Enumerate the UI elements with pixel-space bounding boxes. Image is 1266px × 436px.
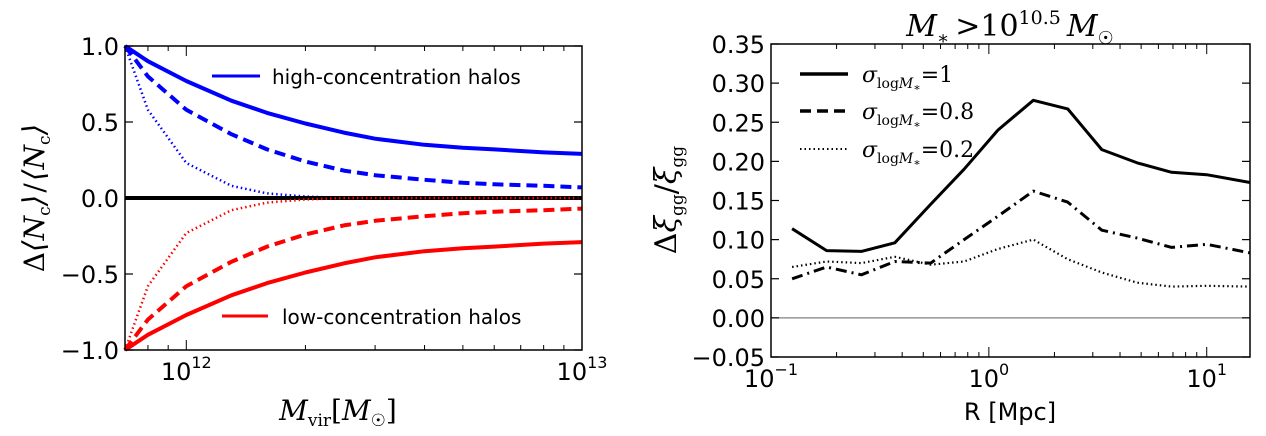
left-y-tick-label: 0.5 <box>81 109 119 137</box>
right-y-tick-label: 0.25 <box>712 109 765 137</box>
right-x-tick-label: 100 <box>968 360 1009 393</box>
right-y-ticks: −0.05 0.00 0.05 0.10 0.15 0.20 0.25 0.30 0.35 <box>691 31 1250 372</box>
right-y-tick-label: 0.00 <box>712 305 765 333</box>
legend-label-sigma-02: σlogM∗=0.2 <box>862 138 974 169</box>
right-chart-title: M∗ >1010.5 M☉ <box>905 7 1113 49</box>
right-y-tick-label: 0.20 <box>712 148 765 176</box>
xlabel-msun: M <box>341 394 372 427</box>
xlabel-lbracket: [ <box>331 394 342 427</box>
right-y-tick-label: 0.10 <box>712 227 765 255</box>
left-x-tick-label: 1013 <box>557 353 608 386</box>
left-y-tick-label: 0.0 <box>81 185 119 213</box>
legend-label-high: high-concentration halos <box>272 65 521 89</box>
ylabel-langle-2: ⟨ <box>17 169 52 181</box>
title-msun: M <box>1066 9 1099 44</box>
left-y-tick-label: −0.5 <box>61 261 119 289</box>
ylabel-slash: / <box>18 183 51 193</box>
ylabel-sub-gg: gg <box>668 194 688 216</box>
right-series-1-line <box>791 189 1251 281</box>
right-y-tick-label: 0.35 <box>712 31 765 59</box>
legend-label-low: low-concentration halos <box>282 305 521 329</box>
legend-label-sigma-08: σlogM∗=0.8 <box>862 100 974 131</box>
left-x-ticks: 1012 1013 <box>124 46 608 386</box>
ylabel-delta: Δ <box>18 252 51 272</box>
title-m: M <box>905 9 938 44</box>
legend-label-sigma-1: σlogM∗=1 <box>862 63 953 94</box>
right-series-0-line <box>791 98 1251 253</box>
ylabel-rangle: ⟩ <box>17 195 52 208</box>
right-y-tick-label: 0.30 <box>712 70 765 98</box>
ylabel-slash: / <box>649 183 684 194</box>
title-gt: > <box>955 9 980 44</box>
left-series-6-line <box>123 240 583 352</box>
left-plot-lines <box>123 44 583 352</box>
xlabel-m: M <box>278 394 309 427</box>
left-series-0-line <box>123 44 583 156</box>
right-legend: σlogM∗=1 σlogM∗=0.8 σlogM∗=0.2 <box>800 63 974 169</box>
ylabel-n-2: N <box>18 143 51 170</box>
ylabel-sub-c: c <box>35 206 55 216</box>
ylabel-sub-c-2: c <box>35 135 55 145</box>
right-x-tick-label: 10−1 <box>744 360 798 393</box>
xlabel-sun-symbol: ☉ <box>371 411 386 431</box>
title-base: 10 <box>980 9 1018 44</box>
title-star: ∗ <box>937 28 949 49</box>
left-y-tick-label: −1.0 <box>61 337 119 365</box>
xlabel-rbracket: ] <box>386 394 397 427</box>
left-series-5-line <box>123 206 583 352</box>
right-x-tick-label: 101 <box>1186 360 1227 393</box>
title-sun-symbol: ☉ <box>1098 28 1114 49</box>
left-series-4-line <box>123 196 582 351</box>
left-x-tick-label: 1012 <box>161 353 212 386</box>
ylabel-langle: ⟨ <box>17 240 52 252</box>
right-x-axis-label: R [Mpc] <box>964 398 1056 426</box>
left-panel: −1.0 −0.5 0.0 0.5 1.0 1012 1013 high-concentr… <box>17 33 607 431</box>
ylabel-n: N <box>18 214 51 241</box>
right-plot-lines <box>771 98 1251 319</box>
right-y-axis-label: Δξgg/ξgg <box>649 146 688 254</box>
right-y-tick-label: 0.15 <box>712 188 765 216</box>
ylabel-sub-gg-2: gg <box>668 146 688 168</box>
ylabel-xi: ξ <box>649 215 684 233</box>
left-y-ticks: −1.0 −0.5 0.0 0.5 1.0 <box>61 33 582 365</box>
ylabel-delta: Δ <box>649 233 684 255</box>
xlabel-sub-vir: vir <box>307 411 332 431</box>
ylabel-rangle-2: ⟩ <box>17 124 52 137</box>
title-exp: 10.5 <box>1019 7 1061 29</box>
left-y-axis-label: Δ⟨Nc⟩/⟨Nc⟩ <box>17 124 55 273</box>
left-x-axis-label: Mvir[M☉] <box>278 394 397 431</box>
right-y-tick-label: 0.05 <box>712 266 765 294</box>
left-y-tick-label: 1.0 <box>81 33 119 61</box>
left-series-1-line <box>123 44 583 190</box>
right-panel: −0.05 0.00 0.05 0.10 0.15 0.20 0.25 0.30 0.35 10… <box>649 7 1251 426</box>
right-plot-frame <box>770 43 1251 358</box>
right-x-ticks: 10−1 100 101 <box>744 44 1227 393</box>
right-y-tick-label: −0.05 <box>691 344 765 372</box>
ylabel-xi-2: ξ <box>649 166 684 184</box>
